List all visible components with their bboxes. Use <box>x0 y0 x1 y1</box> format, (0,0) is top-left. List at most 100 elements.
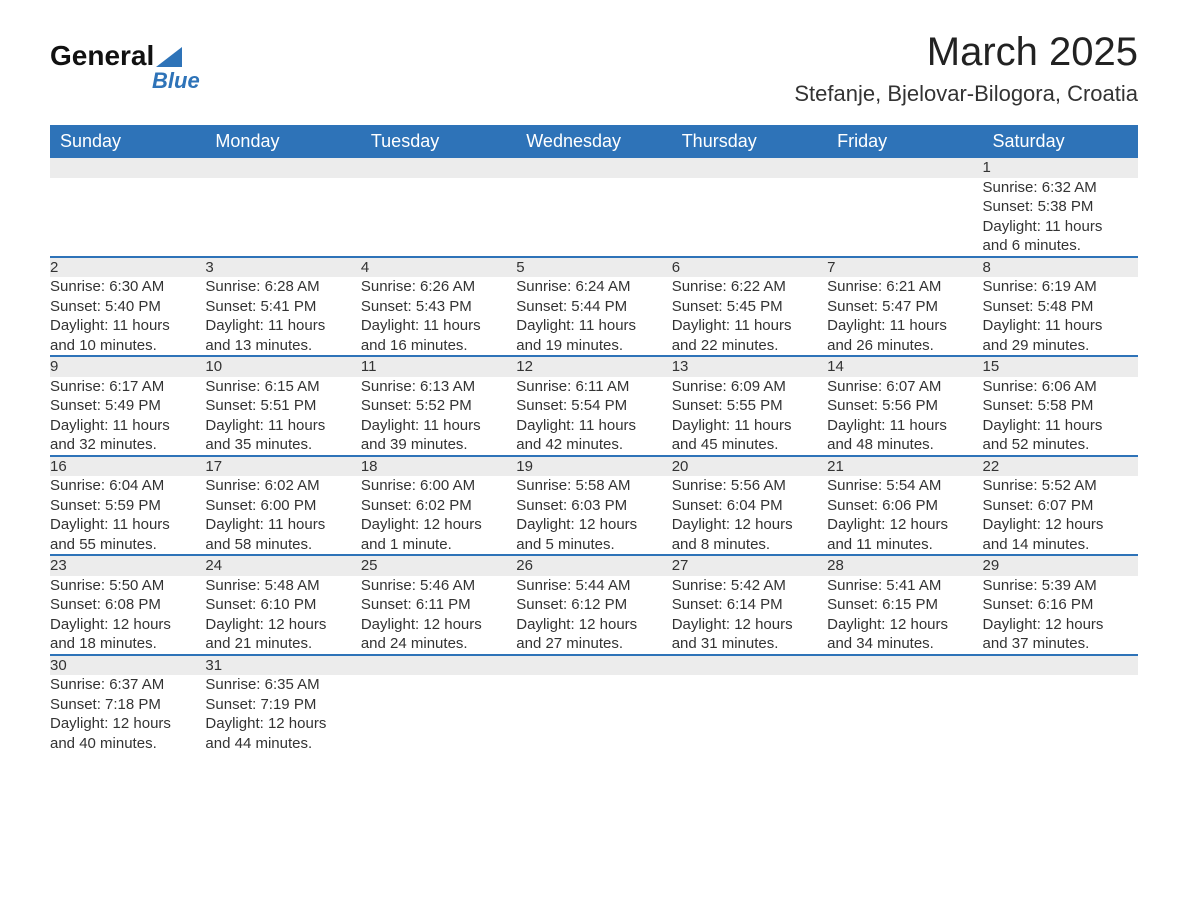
col-thursday: Thursday <box>672 125 827 158</box>
title-block: March 2025 Stefanje, Bjelovar-Bilogora, … <box>794 30 1138 107</box>
day-number: 4 <box>361 259 369 276</box>
day-detail-cell <box>672 675 827 753</box>
day-ss: Sunset: 5:49 PM <box>50 396 205 416</box>
day-d1: Daylight: 11 hours <box>205 515 360 535</box>
page-title: March 2025 <box>794 30 1138 75</box>
week-detail-row: Sunrise: 6:04 AMSunset: 5:59 PMDaylight:… <box>50 476 1138 555</box>
day-number-cell: 26 <box>516 555 671 576</box>
day-d2: and 27 minutes. <box>516 634 671 654</box>
day-number: 5 <box>516 259 524 276</box>
day-number: 23 <box>50 557 67 574</box>
day-sr: Sunrise: 5:48 AM <box>205 576 360 596</box>
day-d1: Daylight: 11 hours <box>50 316 205 336</box>
day-number-cell: 6 <box>672 257 827 278</box>
day-number: 13 <box>672 358 689 375</box>
day-number: 10 <box>205 358 222 375</box>
day-detail-cell: Sunrise: 6:19 AMSunset: 5:48 PMDaylight:… <box>983 277 1138 356</box>
day-d1: Daylight: 11 hours <box>50 416 205 436</box>
day-detail-cell <box>983 675 1138 753</box>
day-number-cell: 2 <box>50 257 205 278</box>
day-ss: Sunset: 6:12 PM <box>516 595 671 615</box>
day-detail-cell: Sunrise: 5:50 AMSunset: 6:08 PMDaylight:… <box>50 576 205 655</box>
day-ss: Sunset: 6:04 PM <box>672 496 827 516</box>
day-d1: Daylight: 11 hours <box>983 217 1138 237</box>
day-sr: Sunrise: 6:19 AM <box>983 277 1138 297</box>
day-detail-cell: Sunrise: 6:28 AMSunset: 5:41 PMDaylight:… <box>205 277 360 356</box>
day-number-cell: 17 <box>205 456 360 477</box>
day-number-cell: 15 <box>983 356 1138 377</box>
week-daynum-row: 1 <box>50 158 1138 178</box>
day-d1: Daylight: 11 hours <box>672 316 827 336</box>
day-detail-cell: Sunrise: 5:54 AMSunset: 6:06 PMDaylight:… <box>827 476 982 555</box>
day-sr: Sunrise: 6:15 AM <box>205 377 360 397</box>
day-number-cell: 19 <box>516 456 671 477</box>
day-detail-cell: Sunrise: 6:13 AMSunset: 5:52 PMDaylight:… <box>361 377 516 456</box>
day-d1: Daylight: 12 hours <box>50 714 205 734</box>
day-number: 26 <box>516 557 533 574</box>
day-sr: Sunrise: 5:44 AM <box>516 576 671 596</box>
day-ss: Sunset: 6:14 PM <box>672 595 827 615</box>
day-number-cell: 12 <box>516 356 671 377</box>
day-sr: Sunrise: 5:46 AM <box>361 576 516 596</box>
day-d1: Daylight: 11 hours <box>983 316 1138 336</box>
day-detail-cell: Sunrise: 6:15 AMSunset: 5:51 PMDaylight:… <box>205 377 360 456</box>
day-number: 6 <box>672 259 680 276</box>
col-wednesday: Wednesday <box>516 125 671 158</box>
day-d1: Daylight: 12 hours <box>516 515 671 535</box>
day-number-cell <box>516 158 671 178</box>
day-detail-cell: Sunrise: 5:58 AMSunset: 6:03 PMDaylight:… <box>516 476 671 555</box>
day-detail-cell <box>50 178 205 257</box>
day-number-cell: 25 <box>361 555 516 576</box>
day-ss: Sunset: 7:19 PM <box>205 695 360 715</box>
day-sr: Sunrise: 6:13 AM <box>361 377 516 397</box>
day-sr: Sunrise: 6:11 AM <box>516 377 671 397</box>
header: General Blue March 2025 Stefanje, Bjelov… <box>50 30 1138 107</box>
day-d2: and 21 minutes. <box>205 634 360 654</box>
day-ss: Sunset: 5:45 PM <box>672 297 827 317</box>
day-sr: Sunrise: 6:09 AM <box>672 377 827 397</box>
day-detail-cell: Sunrise: 5:56 AMSunset: 6:04 PMDaylight:… <box>672 476 827 555</box>
day-ss: Sunset: 6:02 PM <box>361 496 516 516</box>
day-sr: Sunrise: 5:39 AM <box>983 576 1138 596</box>
day-d2: and 37 minutes. <box>983 634 1138 654</box>
day-ss: Sunset: 6:03 PM <box>516 496 671 516</box>
day-d2: and 19 minutes. <box>516 336 671 356</box>
day-number-cell: 30 <box>50 655 205 676</box>
day-d2: and 44 minutes. <box>205 734 360 754</box>
day-sr: Sunrise: 5:42 AM <box>672 576 827 596</box>
day-d2: and 8 minutes. <box>672 535 827 555</box>
day-number-cell: 29 <box>983 555 1138 576</box>
day-ss: Sunset: 5:58 PM <box>983 396 1138 416</box>
day-number-cell: 20 <box>672 456 827 477</box>
day-d2: and 45 minutes. <box>672 435 827 455</box>
day-sr: Sunrise: 6:32 AM <box>983 178 1138 198</box>
day-d1: Daylight: 12 hours <box>516 615 671 635</box>
day-sr: Sunrise: 5:56 AM <box>672 476 827 496</box>
day-d2: and 52 minutes. <box>983 435 1138 455</box>
day-detail-cell: Sunrise: 6:22 AMSunset: 5:45 PMDaylight:… <box>672 277 827 356</box>
day-number-cell <box>516 655 671 676</box>
day-detail-cell: Sunrise: 5:44 AMSunset: 6:12 PMDaylight:… <box>516 576 671 655</box>
day-d1: Daylight: 11 hours <box>361 316 516 336</box>
day-d2: and 39 minutes. <box>361 435 516 455</box>
day-number: 11 <box>361 358 377 375</box>
day-number-cell: 8 <box>983 257 1138 278</box>
day-d1: Daylight: 12 hours <box>205 615 360 635</box>
day-ss: Sunset: 5:51 PM <box>205 396 360 416</box>
day-detail-cell: Sunrise: 6:06 AMSunset: 5:58 PMDaylight:… <box>983 377 1138 456</box>
day-number-cell <box>361 655 516 676</box>
week-detail-row: Sunrise: 6:32 AMSunset: 5:38 PMDaylight:… <box>50 178 1138 257</box>
day-d2: and 5 minutes. <box>516 535 671 555</box>
day-d2: and 16 minutes. <box>361 336 516 356</box>
day-detail-cell: Sunrise: 6:24 AMSunset: 5:44 PMDaylight:… <box>516 277 671 356</box>
day-ss: Sunset: 6:16 PM <box>983 595 1138 615</box>
day-detail-cell: Sunrise: 6:30 AMSunset: 5:40 PMDaylight:… <box>50 277 205 356</box>
day-number-cell: 18 <box>361 456 516 477</box>
day-d2: and 42 minutes. <box>516 435 671 455</box>
day-number-cell: 21 <box>827 456 982 477</box>
day-number: 3 <box>205 259 213 276</box>
day-sr: Sunrise: 6:02 AM <box>205 476 360 496</box>
day-number-cell <box>50 158 205 178</box>
day-ss: Sunset: 5:41 PM <box>205 297 360 317</box>
day-sr: Sunrise: 6:07 AM <box>827 377 982 397</box>
